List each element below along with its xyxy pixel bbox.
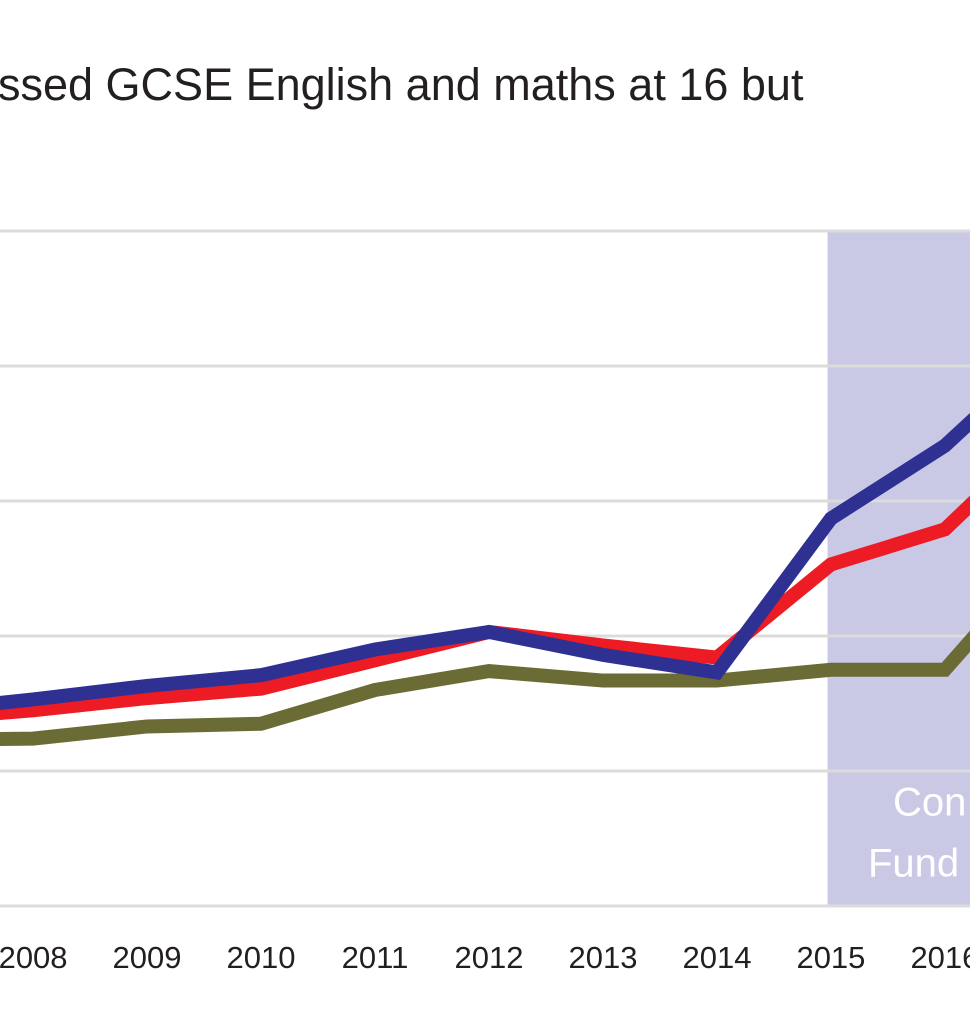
chart-title: ssed GCSE English and maths at 16 but bbox=[0, 59, 804, 110]
x-tick-label: 2013 bbox=[568, 940, 637, 975]
series-line bbox=[0, 630, 970, 746]
annotation: Fund bbox=[868, 842, 959, 886]
x-tick-label: 2016 bbox=[910, 940, 970, 975]
x-tick-label: 2011 bbox=[342, 940, 409, 975]
annotation: Con bbox=[893, 781, 966, 825]
x-tick-label: 2015 bbox=[796, 940, 865, 975]
x-tick-label: 2014 bbox=[682, 940, 751, 975]
x-tick-label: 2010 bbox=[227, 940, 296, 975]
x-tick-label: 2009 bbox=[113, 940, 182, 975]
series-line bbox=[0, 412, 970, 711]
x-tick-label: 2012 bbox=[455, 940, 524, 975]
x-tick-label: 2008 bbox=[0, 940, 68, 975]
shaded-region bbox=[827, 231, 970, 906]
plot-area: Con Fund bbox=[0, 229, 970, 908]
